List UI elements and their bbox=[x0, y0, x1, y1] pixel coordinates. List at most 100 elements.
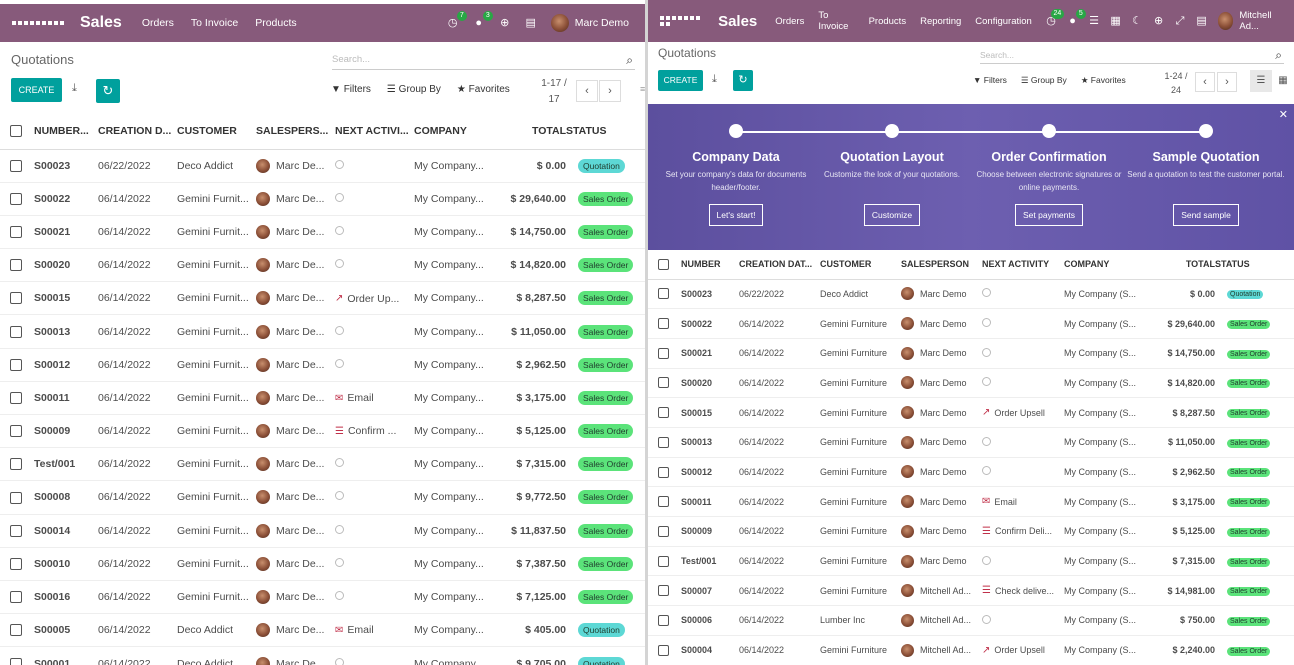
table-row[interactable]: Test/001 06/14/2022 Gemini Furniture Marc D… bbox=[648, 545, 1294, 576]
globe-icon[interactable]: ⊕ bbox=[500, 17, 510, 29]
download-icon[interactable]: ⤓ bbox=[712, 73, 717, 85]
group-by-button[interactable]: ☰ Group By bbox=[1021, 75, 1067, 86]
list-icon[interactable]: ☰ bbox=[1089, 15, 1099, 27]
next-activity[interactable] bbox=[982, 288, 995, 298]
next-activity[interactable]: ☰ Confirm Deli... bbox=[982, 526, 1052, 537]
row-checkbox[interactable] bbox=[10, 325, 22, 338]
next-activity[interactable] bbox=[335, 325, 348, 335]
table-row[interactable]: S00008 06/14/2022 Gemini Furnit... Marc De.… bbox=[0, 480, 645, 515]
next-activity[interactable] bbox=[982, 436, 995, 446]
table-row[interactable]: S00023 06/22/2022 Deco Addict Marc Demo My C… bbox=[648, 278, 1294, 309]
row-checkbox[interactable] bbox=[658, 436, 669, 448]
menu-to-invoice[interactable]: To Invoice bbox=[818, 10, 849, 32]
select-all-checkbox[interactable] bbox=[658, 258, 669, 270]
row-checkbox[interactable] bbox=[10, 159, 22, 172]
table-row[interactable]: S00010 06/14/2022 Gemini Furnit... Marc De.… bbox=[0, 546, 645, 581]
row-checkbox[interactable] bbox=[658, 466, 669, 478]
pager-value[interactable]: 1-17 / 17 bbox=[536, 76, 572, 108]
next-activity[interactable]: ↗ Order Upsell bbox=[982, 407, 1045, 418]
table-row[interactable]: S00004 06/14/2022 Gemini Furniture Mitchell… bbox=[648, 634, 1294, 665]
column-header-total[interactable]: TOTAL bbox=[493, 114, 566, 150]
next-activity[interactable] bbox=[982, 555, 995, 565]
row-checkbox[interactable] bbox=[10, 557, 22, 570]
table-row[interactable]: S00012 06/14/2022 Gemini Furnit... Marc De.… bbox=[0, 347, 645, 382]
table-row[interactable]: S00009 06/14/2022 Gemini Furniture Marc Dem… bbox=[648, 516, 1294, 547]
row-checkbox[interactable] bbox=[658, 347, 669, 359]
list-view-icon[interactable]: ☰ bbox=[1250, 70, 1272, 92]
clock-icon[interactable] bbox=[335, 192, 344, 202]
create-button[interactable]: CREATE bbox=[658, 70, 703, 91]
row-checkbox[interactable] bbox=[10, 292, 22, 305]
column-header-creation-date[interactable]: CREATION DAT... bbox=[739, 250, 820, 280]
search-input[interactable]: Search... ⌕ bbox=[332, 50, 635, 70]
column-header-customer[interactable]: CUSTOMER bbox=[820, 250, 901, 280]
set-payments-button[interactable]: Set payments bbox=[1015, 204, 1083, 226]
clock-icon[interactable] bbox=[335, 491, 344, 501]
row-checkbox[interactable] bbox=[10, 524, 22, 537]
row-checkbox[interactable] bbox=[658, 407, 669, 419]
next-activity[interactable] bbox=[335, 259, 348, 269]
next-activity[interactable] bbox=[982, 377, 995, 387]
pager-next-button[interactable]: › bbox=[599, 80, 621, 102]
column-header-customer[interactable]: CUSTOMER bbox=[177, 114, 256, 150]
column-header-salesperson[interactable]: SALESPERS... bbox=[256, 114, 335, 150]
pager-previous-button[interactable]: ‹ bbox=[576, 80, 598, 102]
menu-to-invoice[interactable]: To Invoice bbox=[190, 17, 239, 29]
messages-icon[interactable]: ● 3 bbox=[473, 11, 493, 29]
clock-icon[interactable] bbox=[335, 657, 344, 665]
table-row[interactable]: S00015 06/14/2022 Gemini Furniture Marc Dem… bbox=[648, 397, 1294, 428]
table-row[interactable]: S00009 06/14/2022 Gemini Furnit... Marc De.… bbox=[0, 413, 645, 448]
row-checkbox[interactable] bbox=[10, 458, 22, 471]
row-checkbox[interactable] bbox=[658, 555, 669, 567]
next-activity[interactable] bbox=[335, 159, 348, 169]
document-icon[interactable]: ▤ bbox=[525, 17, 536, 29]
table-row[interactable]: S00011 06/14/2022 Gemini Furniture Marc Dem… bbox=[648, 486, 1294, 517]
table-row[interactable]: S00005 06/14/2022 Deco Addict Marc De... ✉ Em… bbox=[0, 613, 645, 647]
table-row[interactable]: S00007 06/14/2022 Gemini Furniture Mitchell… bbox=[648, 575, 1294, 606]
create-button[interactable]: CREATE bbox=[11, 78, 62, 102]
column-header-next-activity[interactable]: NEXT ACTIVITY bbox=[982, 250, 1064, 280]
column-header-company[interactable]: COMPANY bbox=[414, 114, 493, 150]
next-activity[interactable] bbox=[335, 557, 348, 567]
kanban-view-icon[interactable]: ▦ bbox=[1278, 75, 1288, 86]
clock-icon[interactable] bbox=[335, 557, 344, 567]
next-activity[interactable] bbox=[335, 524, 348, 534]
row-checkbox[interactable] bbox=[10, 358, 22, 371]
menu-reporting[interactable]: Reporting bbox=[920, 15, 962, 27]
table-row[interactable]: S00015 06/14/2022 Gemini Furnit... Marc De.… bbox=[0, 281, 645, 315]
clock-icon[interactable] bbox=[982, 614, 991, 624]
clock-icon[interactable] bbox=[335, 259, 344, 269]
globe-icon[interactable]: ⊕ bbox=[1153, 15, 1164, 27]
app-brand[interactable]: Sales bbox=[80, 14, 122, 31]
clock-icon[interactable] bbox=[982, 288, 991, 298]
search-input[interactable]: Search... ⌕ bbox=[980, 46, 1284, 64]
document-icon[interactable]: ▤ bbox=[1196, 15, 1207, 27]
next-activity[interactable] bbox=[335, 225, 348, 235]
clock-icon[interactable] bbox=[335, 358, 344, 368]
pager-previous-button[interactable]: ‹ bbox=[1195, 72, 1215, 92]
next-activity[interactable]: ↗ Order Upsell bbox=[982, 645, 1045, 656]
menu-orders[interactable]: Orders bbox=[775, 15, 805, 27]
row-checkbox[interactable] bbox=[10, 425, 22, 438]
table-row[interactable]: S00021 06/14/2022 Gemini Furnit... Marc De.… bbox=[0, 214, 645, 249]
activity-icon[interactable]: ◷ 24 bbox=[1046, 9, 1065, 27]
column-header-total[interactable]: TOTAL bbox=[1145, 250, 1215, 280]
clock-icon[interactable] bbox=[335, 159, 344, 169]
table-row[interactable]: Test/001 06/14/2022 Gemini Furnit... Marc D… bbox=[0, 447, 645, 481]
refresh-icon[interactable]: ↻ bbox=[733, 70, 753, 91]
row-checkbox[interactable] bbox=[658, 318, 669, 330]
row-checkbox[interactable] bbox=[658, 614, 669, 626]
row-checkbox[interactable] bbox=[658, 644, 669, 656]
clock-icon[interactable] bbox=[335, 225, 344, 235]
column-header-status[interactable]: STATUS bbox=[566, 114, 645, 150]
table-row[interactable]: S00014 06/14/2022 Gemini Furnit... Marc De.… bbox=[0, 513, 645, 548]
lets-start-button[interactable]: Let's start! bbox=[708, 204, 764, 226]
row-checkbox[interactable] bbox=[10, 192, 22, 205]
refresh-icon[interactable]: ↻ bbox=[96, 79, 120, 103]
column-header-company[interactable]: COMPANY bbox=[1064, 250, 1145, 280]
table-row[interactable]: S00011 06/14/2022 Gemini Furnit... Marc De.… bbox=[0, 380, 645, 415]
next-activity[interactable] bbox=[335, 491, 348, 501]
next-activity[interactable]: ☰ Check delive... bbox=[982, 585, 1054, 596]
clock-icon[interactable] bbox=[335, 325, 344, 335]
menu-orders[interactable]: Orders bbox=[141, 17, 174, 29]
